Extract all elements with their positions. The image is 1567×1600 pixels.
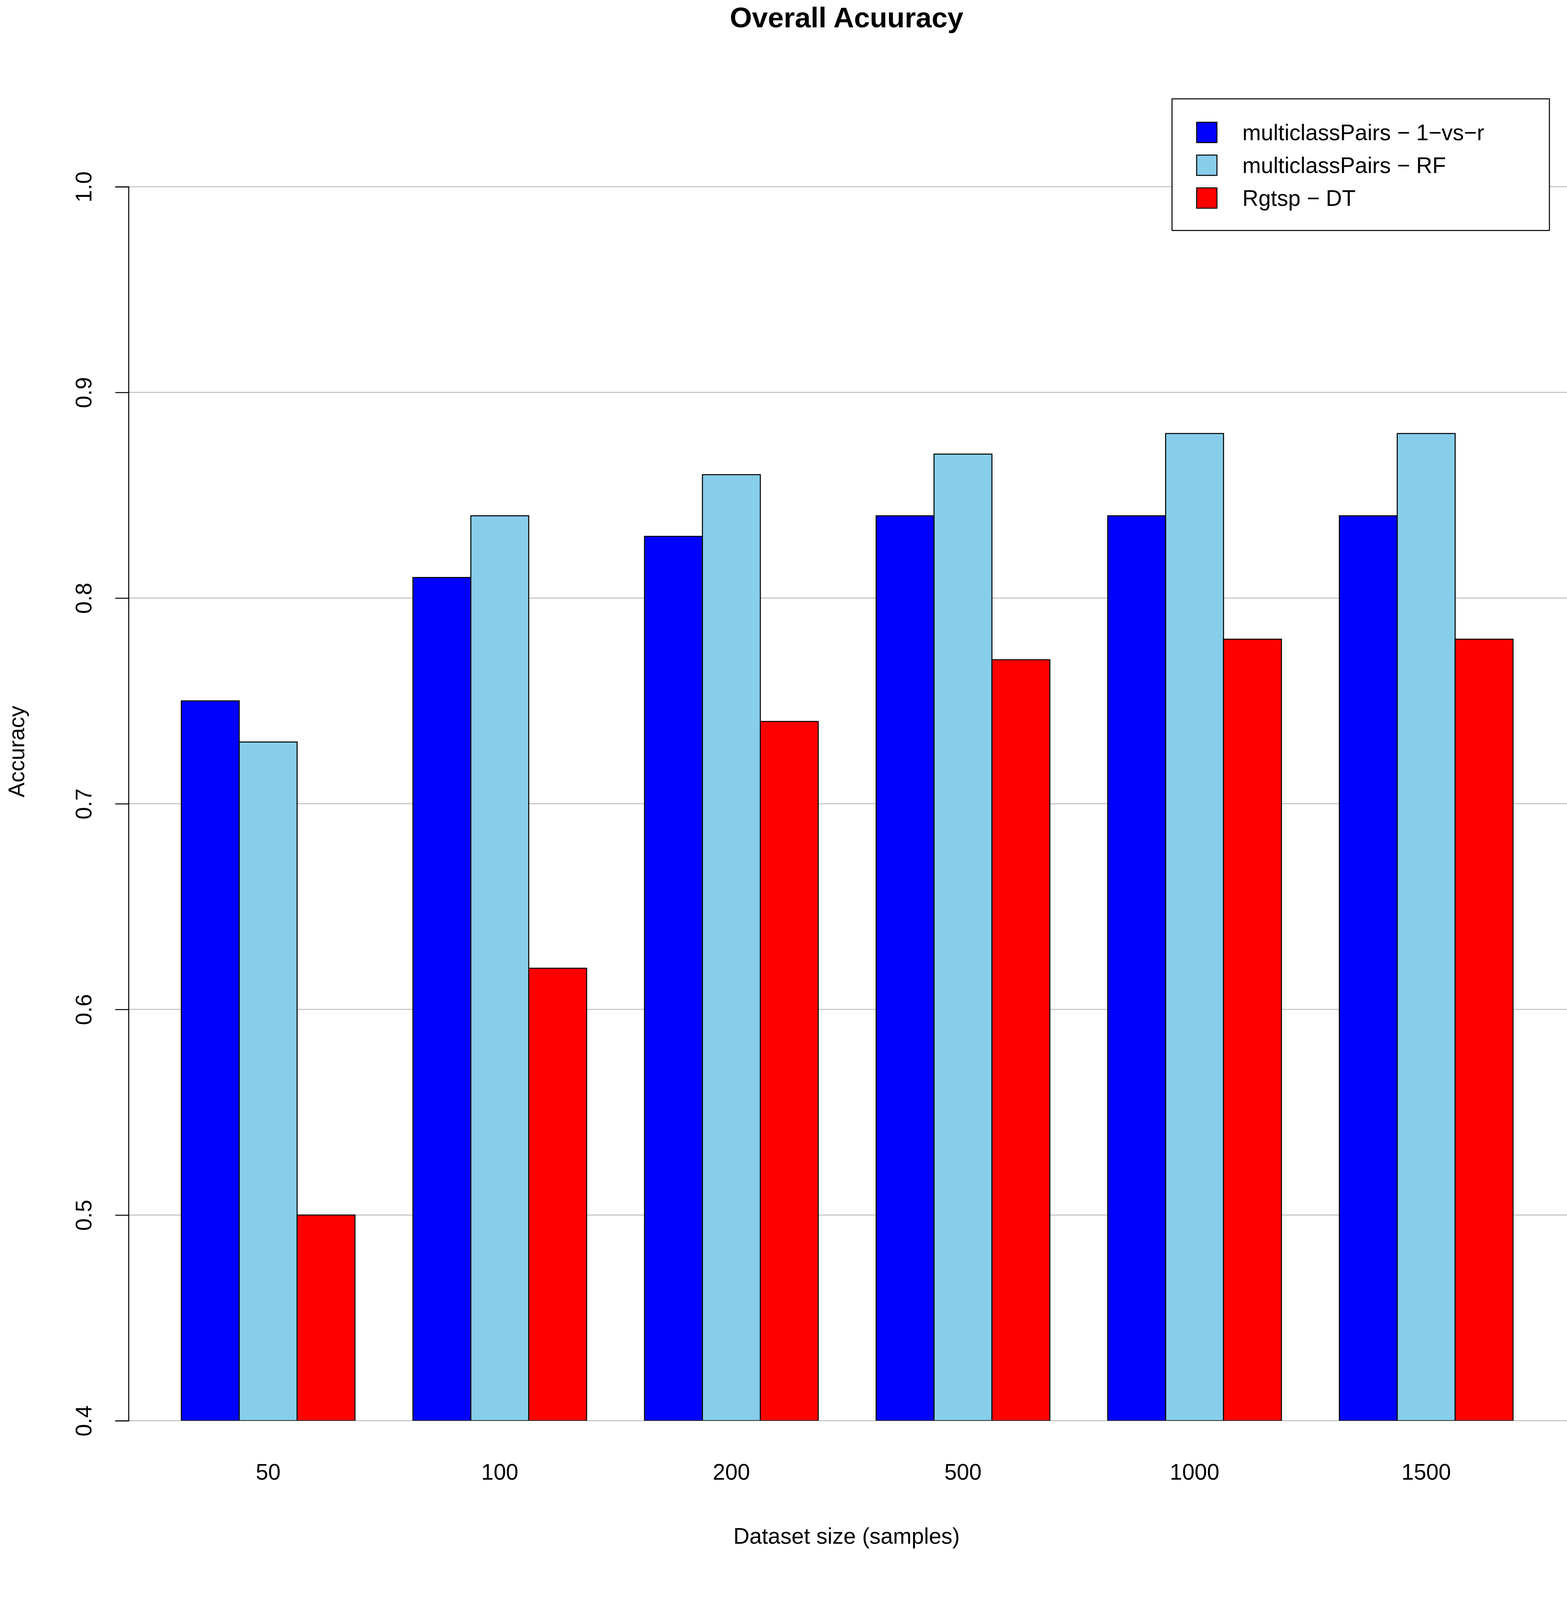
y-tick: 0.7 — [71, 788, 129, 820]
y-tick-label: 0.8 — [71, 582, 97, 614]
y-tick-mark — [115, 1009, 129, 1011]
bar — [991, 659, 1050, 1421]
grid-line — [128, 391, 1567, 394]
y-tick-label: 0.4 — [71, 1405, 97, 1437]
y-axis-title: Accuracy — [3, 705, 29, 798]
bar — [1455, 639, 1514, 1421]
y-tick-label: 0.9 — [71, 377, 97, 408]
legend-swatch — [1196, 155, 1217, 176]
x-tick-label: 200 — [712, 1459, 751, 1485]
bar — [702, 474, 761, 1421]
y-tick-mark — [115, 186, 129, 188]
y-tick-mark — [115, 1420, 129, 1422]
x-axis-title: Dataset size (samples) — [733, 1523, 960, 1549]
x-tick: 50 — [255, 1420, 281, 1485]
bar — [760, 721, 819, 1421]
y-tick-label: 0.7 — [71, 788, 97, 820]
legend-label: multiclassPairs − RF — [1242, 152, 1446, 178]
x-tick-label: 500 — [944, 1459, 982, 1485]
title: Overall Acuuracy — [729, 1, 964, 34]
y-tick: 1.0 — [71, 171, 129, 203]
x-axis: 50 100 200 500 1000 1500 — [255, 1420, 1451, 1485]
chart: 0.4 0.5 0.6 0.7 0.8 0.9 1.0 50 100 200 500 1000 1500… — [0, 0, 1567, 1600]
y-tick: 0.4 — [71, 1405, 129, 1437]
bar — [876, 515, 935, 1421]
bar — [934, 453, 992, 1421]
bar — [1223, 639, 1282, 1421]
y-tick-label: 0.6 — [71, 994, 97, 1026]
bar — [1165, 433, 1224, 1421]
bar — [1107, 515, 1166, 1421]
legend: multiclassPairs − 1−vs−r multiclassPairs … — [1172, 98, 1550, 231]
legend-swatch — [1196, 122, 1217, 143]
x-tick-label: 1500 — [1401, 1459, 1451, 1485]
y-tick-mark — [115, 597, 129, 599]
bar — [412, 577, 471, 1421]
bar — [1339, 515, 1398, 1421]
y-tick: 0.8 — [71, 582, 129, 614]
x-tick-label: 50 — [255, 1459, 281, 1485]
x-tick: 1000 — [1169, 1420, 1220, 1485]
y-axis: 0.4 0.5 0.6 0.7 0.8 0.9 1.0 — [71, 171, 129, 1437]
x-tick: 500 — [944, 1420, 982, 1485]
y-tick-label: 0.5 — [71, 1199, 97, 1231]
bar — [181, 700, 240, 1421]
legend-box — [1172, 98, 1550, 231]
x-tick-label: 1000 — [1169, 1459, 1220, 1485]
x-tick: 1500 — [1401, 1420, 1451, 1485]
bars — [181, 433, 1514, 1421]
bar — [297, 1215, 356, 1422]
y-tick: 0.5 — [71, 1199, 129, 1231]
bar — [1397, 433, 1455, 1421]
y-tick-mark — [115, 1215, 129, 1217]
bar — [528, 968, 587, 1421]
legend-swatch — [1196, 187, 1217, 209]
bar — [239, 742, 297, 1421]
y-tick: 0.6 — [71, 994, 129, 1026]
bar — [470, 515, 529, 1421]
y-tick-label: 1.0 — [71, 171, 97, 203]
bar — [644, 536, 703, 1421]
x-tick: 200 — [712, 1420, 751, 1485]
y-axis-line — [115, 187, 129, 1422]
x-tick-label: 100 — [481, 1459, 519, 1485]
x-tick: 100 — [481, 1420, 519, 1485]
legend-label: multiclassPairs − 1−vs−r — [1242, 119, 1485, 145]
y-tick: 0.9 — [71, 377, 129, 408]
y-tick-mark — [115, 803, 129, 805]
y-tick-mark — [115, 392, 129, 394]
legend-label: Rgtsp − DT — [1242, 185, 1356, 211]
grid — [128, 186, 1567, 1421]
